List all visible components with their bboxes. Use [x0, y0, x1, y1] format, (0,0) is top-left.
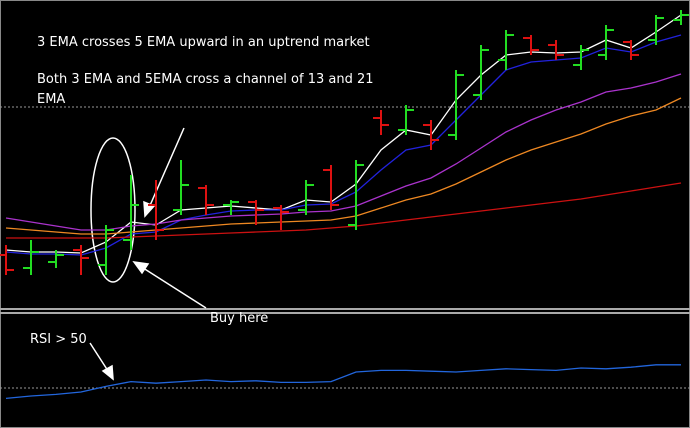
- line-series: [5, 73, 682, 231]
- annotation: Both 3 EMA and 5EMA cross a channel of 1…: [37, 72, 374, 107]
- line-series: [5, 34, 682, 256]
- annotation: 3 EMA crosses 5 EMA upward in an uptrend…: [37, 35, 370, 50]
- line-series: [5, 97, 682, 235]
- line-series: [5, 364, 681, 400]
- line-series: [5, 14, 682, 254]
- highlight-ellipse: [90, 137, 136, 283]
- line-series: [6, 182, 682, 239]
- annotation: Buy here: [210, 311, 269, 326]
- annotation: RSI > 50: [30, 332, 87, 347]
- arrows: [89, 127, 207, 381]
